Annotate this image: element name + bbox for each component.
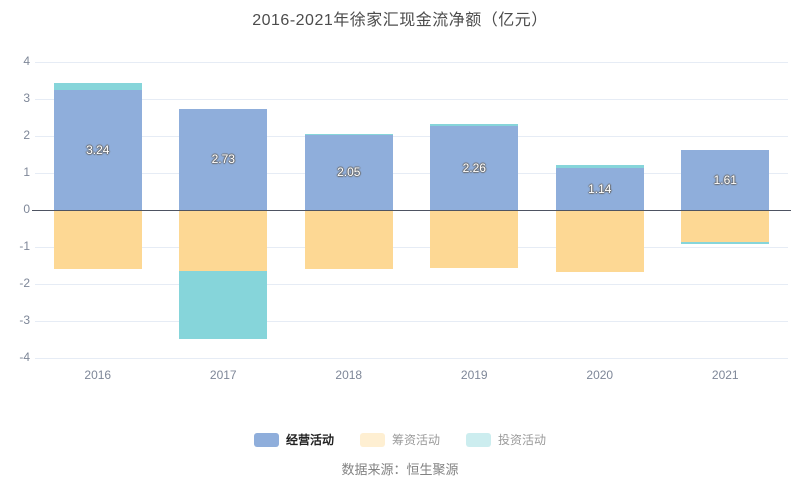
bar-value-label: 1.61 bbox=[713, 173, 737, 188]
data-source-label: 数据来源：恒生聚源 bbox=[341, 462, 459, 477]
bar-2016-investing[interactable] bbox=[53, 82, 142, 91]
gridline bbox=[35, 247, 788, 248]
bar-2021-financing[interactable] bbox=[681, 210, 770, 243]
bar-2019-operating[interactable] bbox=[430, 126, 519, 210]
legend-swatch bbox=[466, 432, 491, 447]
x-tick-label: 2020 bbox=[586, 368, 614, 382]
legend-swatch bbox=[359, 432, 385, 447]
y-tick-label: 0 bbox=[23, 202, 30, 216]
bar-2017-investing[interactable] bbox=[179, 271, 268, 340]
plot-area: 3.24 2.73 2.05 2.26 1.14 1.61 bbox=[32, 62, 791, 359]
bar-2017-operating[interactable] bbox=[179, 108, 268, 210]
gridline bbox=[35, 284, 788, 285]
x-tick-label: 2017 bbox=[209, 368, 237, 382]
zero-axis-line bbox=[32, 210, 791, 211]
bar-2016-financing[interactable] bbox=[53, 210, 142, 270]
bar-value-label: 2.05 bbox=[337, 165, 361, 180]
legend-item-operating[interactable]: 经营活动 bbox=[253, 431, 334, 448]
y-tick-label: -3 bbox=[19, 313, 30, 327]
legend-swatch bbox=[253, 432, 279, 447]
bar-2017-financing[interactable] bbox=[179, 210, 268, 272]
chart-title: 2016-2021年徐家汇现金流净额（亿元） bbox=[252, 12, 548, 29]
x-tick-label: 2021 bbox=[711, 368, 739, 382]
y-tick-label: 4 bbox=[23, 54, 30, 68]
bar-2021-investing[interactable] bbox=[681, 242, 770, 245]
bar-2020-financing[interactable] bbox=[555, 210, 644, 273]
gridline bbox=[35, 136, 788, 137]
gridline bbox=[35, 99, 788, 100]
x-tick-label: 2018 bbox=[335, 368, 363, 382]
bar-2016-operating[interactable] bbox=[53, 90, 142, 210]
y-tick-label: -1 bbox=[19, 239, 30, 253]
legend-item-financing[interactable]: 筹资活动 bbox=[359, 431, 440, 448]
y-tick-label: -4 bbox=[19, 350, 30, 364]
y-tick-label: 2 bbox=[23, 128, 30, 142]
legend-label: 筹资活动 bbox=[391, 433, 440, 447]
bar-value-label: 2.26 bbox=[462, 161, 486, 176]
x-tick-label: 2016 bbox=[84, 368, 112, 382]
y-tick-label: 1 bbox=[23, 165, 30, 179]
legend-label: 投资活动 bbox=[498, 433, 547, 447]
bar-value-label: 1.14 bbox=[588, 181, 612, 196]
y-tick-label: -2 bbox=[19, 276, 30, 290]
bar-2018-financing[interactable] bbox=[304, 210, 393, 270]
bar-2018-operating[interactable] bbox=[304, 134, 393, 210]
bar-2019-investing[interactable] bbox=[430, 124, 519, 127]
gridline bbox=[35, 321, 788, 322]
legend-item-investing[interactable]: 投资活动 bbox=[466, 431, 546, 448]
legend-label: 经营活动 bbox=[285, 433, 334, 447]
gridline bbox=[35, 62, 788, 63]
y-tick-label: 3 bbox=[23, 91, 30, 105]
bar-2019-financing[interactable] bbox=[430, 210, 519, 269]
gridline bbox=[35, 358, 788, 359]
legend: 经营活动 筹资活动 投资活动 bbox=[0, 431, 800, 448]
bar-value-label: 2.73 bbox=[211, 152, 235, 167]
bar-2020-operating[interactable] bbox=[555, 167, 644, 210]
bar-2020-investing[interactable] bbox=[555, 165, 644, 168]
bar-2021-operating[interactable] bbox=[681, 150, 770, 210]
x-tick-label: 2019 bbox=[460, 368, 488, 382]
bar-value-label: 3.24 bbox=[86, 143, 110, 158]
gridline bbox=[35, 173, 788, 174]
